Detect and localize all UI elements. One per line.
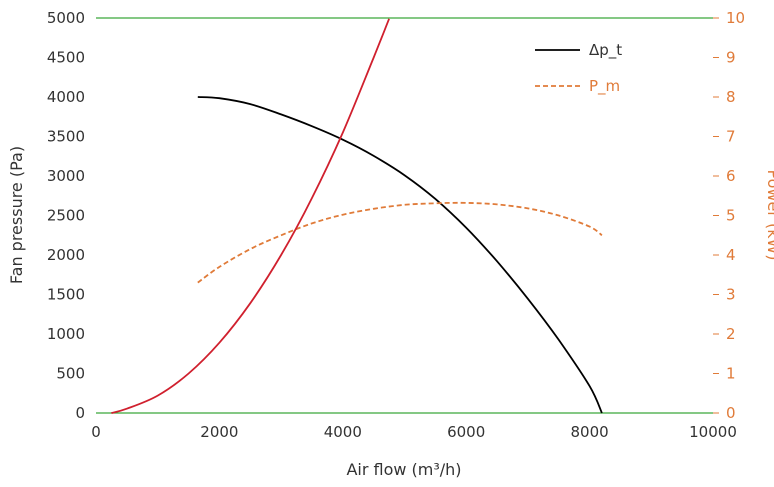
y-left-tick-label: 0 bbox=[75, 404, 85, 422]
plot-area bbox=[111, 18, 603, 414]
x-axis-title: Air flow (m³/h) bbox=[346, 460, 461, 479]
system-curve bbox=[111, 18, 390, 414]
x-tick-label: 2000 bbox=[200, 423, 238, 441]
y-left-tick-label: 5000 bbox=[47, 9, 85, 27]
y-left-tick-label: 2000 bbox=[47, 246, 85, 264]
legend-label-power: P_m bbox=[589, 77, 620, 96]
y-left-tick-label: 1000 bbox=[47, 325, 85, 343]
y-right-tick-label: 10 bbox=[726, 9, 745, 27]
y-right-tick-label: 7 bbox=[726, 128, 736, 146]
y-left-tick-label: 2500 bbox=[47, 207, 85, 225]
y-right-tick-label: 1 bbox=[726, 365, 736, 383]
left-axis-ticks: 0 500 1000 1500 2000 2500 3000 3500 4000 4500 5000 bbox=[47, 9, 85, 422]
x-tick-label: 10000 bbox=[689, 423, 737, 441]
y-axis-title-right: Power (kW) bbox=[764, 169, 774, 260]
y-right-tick-label: 6 bbox=[726, 167, 736, 185]
bottom-axis-ticks: 0 2000 4000 6000 8000 10000 bbox=[91, 423, 737, 441]
y-left-tick-label: 4000 bbox=[47, 88, 85, 106]
y-right-tick-label: 5 bbox=[726, 207, 736, 225]
y-left-tick-label: 500 bbox=[56, 365, 85, 383]
y-right-tick-label: 8 bbox=[726, 88, 736, 106]
pressure-curve bbox=[197, 96, 603, 414]
gridlines bbox=[96, 17, 713, 414]
x-tick-label: 4000 bbox=[324, 423, 362, 441]
y-right-tick-label: 3 bbox=[726, 286, 736, 304]
y-left-tick-label: 1500 bbox=[47, 286, 85, 304]
y-right-tick-label: 9 bbox=[726, 49, 736, 67]
y-right-tick-label: 2 bbox=[726, 325, 736, 343]
y-right-tick-label: 0 bbox=[726, 404, 736, 422]
x-tick-label: 8000 bbox=[571, 423, 609, 441]
y-left-tick-label: 3500 bbox=[47, 128, 85, 146]
power-curve bbox=[197, 201, 603, 284]
y-axis-title-left: Fan pressure (Pa) bbox=[7, 146, 26, 284]
x-tick-label: 0 bbox=[91, 423, 101, 441]
y-left-tick-label: 4500 bbox=[47, 49, 85, 67]
legend-label-pressure: Δp_t bbox=[589, 41, 622, 60]
y-left-tick-label: 3000 bbox=[47, 167, 85, 185]
legend: Δp_t P_m bbox=[535, 41, 622, 96]
y-right-tick-label: 4 bbox=[726, 246, 736, 264]
x-tick-label: 6000 bbox=[447, 423, 485, 441]
right-axis-ticks: 0 1 2 3 4 5 6 7 8 9 10 bbox=[713, 9, 745, 422]
